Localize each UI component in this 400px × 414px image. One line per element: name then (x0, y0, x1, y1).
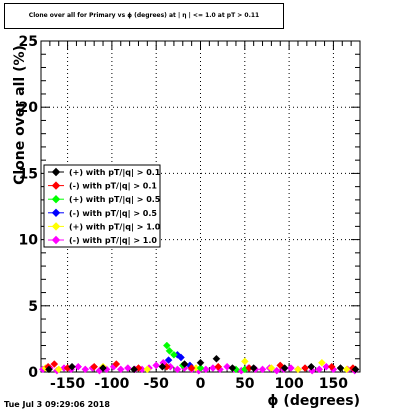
data-point (318, 358, 326, 367)
data-point (322, 362, 331, 371)
legend-label: (+) with pT/|q| > 1.0 (69, 222, 161, 231)
legend-marker (51, 235, 61, 245)
data-point (187, 364, 196, 372)
data-point (99, 364, 107, 372)
data-point (143, 365, 152, 374)
data-point (258, 365, 267, 374)
data-point (214, 362, 223, 371)
y-tick-label: 20 (19, 100, 39, 116)
data-point (342, 365, 351, 374)
data-point (267, 364, 276, 372)
data-point (173, 365, 182, 374)
y-tick-label: 25 (19, 34, 38, 50)
x-tick-label: -100 (94, 376, 129, 392)
data-point (116, 365, 125, 374)
y-tick-label: 15 (19, 166, 38, 182)
chart-title-box: Clone over all for Primary vs ϕ (degrees… (4, 3, 284, 29)
legend-label: (-) with pT/|q| > 0.5 (69, 209, 157, 218)
data-point (50, 360, 59, 368)
axis-ticks: -150 -100 -50 0 50 100 150 0 5 10 15 20 25 (19, 34, 361, 392)
data-point (228, 364, 237, 372)
legend-label: (-) with pT/|q| > 1.0 (69, 236, 157, 245)
data-point (315, 365, 324, 374)
data-point (294, 365, 302, 374)
data-point (209, 364, 217, 372)
x-tick-label: 100 (274, 376, 303, 392)
x-tick-label: 0 (196, 376, 206, 392)
y-axis-title: Clone over all (%) (12, 45, 28, 185)
chart-title: Clone over all for Primary vs ϕ (degrees… (28, 12, 260, 19)
data-point (164, 356, 173, 364)
x-axis-title: ϕ (degrees) (267, 393, 360, 409)
data-point (327, 362, 336, 371)
data-point (162, 341, 171, 350)
legend-label: (+) with pT/|q| > 0.1 (69, 168, 161, 177)
x-tick-label: 50 (235, 376, 255, 392)
y-tick-label: 5 (28, 299, 38, 315)
data-point (212, 354, 221, 363)
y-tick-label: 0 (28, 365, 38, 381)
legend-marker (51, 181, 61, 190)
legend-marker (51, 167, 61, 177)
legend-box (43, 164, 161, 248)
timestamp: Tue Jul 3 09:29:06 2018 (4, 400, 110, 409)
legend-label: (+) with pT/|q| > 0.5 (69, 195, 161, 204)
data-point (301, 364, 309, 372)
data-point (81, 365, 90, 374)
data-point (240, 357, 249, 366)
data-point (130, 365, 138, 374)
data-point (272, 366, 281, 375)
data-point (307, 362, 316, 371)
legend: (+) with pT/|q| > 0.1 (-) with pT/|q| > 0… (43, 164, 161, 248)
data-point (196, 364, 205, 372)
data-point (196, 358, 205, 367)
data-point (249, 364, 258, 372)
legend-marker (51, 208, 61, 218)
data-point (123, 364, 132, 372)
legend-marker (51, 222, 61, 231)
data-point (45, 365, 53, 374)
data-point (287, 364, 295, 372)
data-point (180, 360, 189, 368)
legend-label: (-) with pT/|q| > 0.1 (69, 182, 157, 191)
x-tick-label: 150 (319, 376, 348, 392)
data-point (165, 346, 174, 355)
x-tick-label: -150 (50, 376, 85, 392)
data-point (68, 362, 76, 371)
data-point (336, 364, 345, 372)
data-point (280, 364, 289, 372)
data-point (158, 362, 167, 371)
legend-marker (51, 194, 61, 204)
data-point (74, 362, 83, 371)
data-point (170, 350, 178, 359)
data-point (54, 365, 63, 374)
data-point (177, 353, 185, 362)
x-tick-label: -50 (144, 376, 170, 392)
data-point (152, 361, 161, 370)
data-point (90, 362, 99, 371)
data-point (223, 362, 231, 371)
y-tick-label: 10 (19, 233, 39, 249)
data-point (112, 360, 121, 368)
data-point (351, 365, 360, 374)
data-markers (38, 341, 360, 375)
